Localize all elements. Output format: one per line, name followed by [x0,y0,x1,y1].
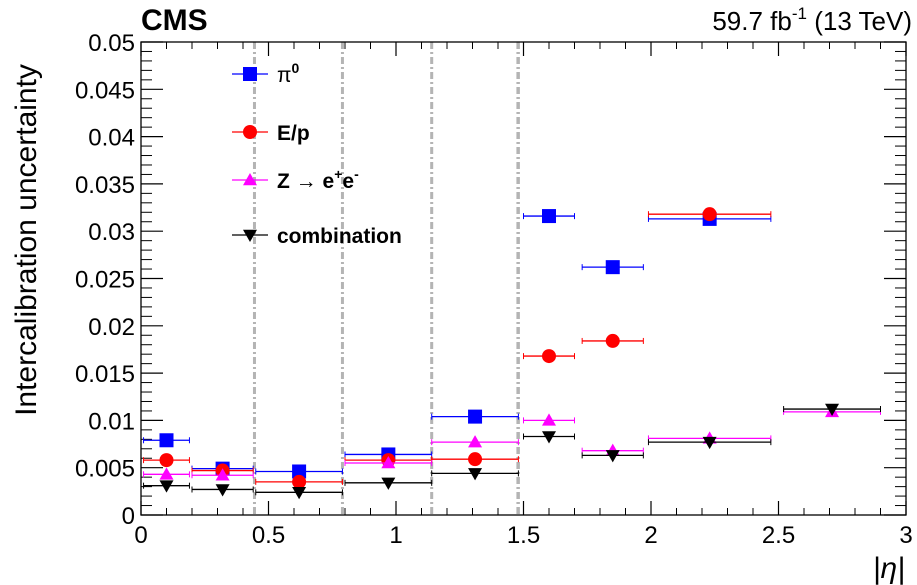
y-tick-label: 0.05 [88,30,135,57]
legend-marker [243,173,257,186]
x-axis-title: |η| [873,552,905,585]
data-point [542,209,556,224]
y-tick-label: 0.005 [75,456,135,483]
data-point [605,450,620,463]
legend-marker [243,229,257,242]
data-point [605,260,620,275]
luminosity-label: 59.7 fb-1 (13 TeV) [712,4,912,36]
x-tick-label: 0 [134,522,147,549]
data-point [702,436,717,450]
y-tick-label: 0.035 [75,172,135,199]
x-tick-label: 0.5 [252,522,285,549]
data-point [159,453,174,468]
legend-marker [243,125,257,139]
y-tick-label: 0.045 [75,77,135,104]
data-point [159,467,174,480]
y-tick-label: 0.02 [88,314,135,341]
y-tick-label: 0.015 [75,361,135,388]
series-circle [143,207,772,489]
data-point [381,455,396,469]
legend-label: Z → e+e- [277,166,359,193]
y-axis-title: Intercalibration uncertainty [10,64,43,416]
x-tick-label: 1.5 [507,522,540,549]
data-point [542,349,556,364]
data-point [468,435,483,448]
y-tick-labels: 0 0.005 0.01 0.015 0.02 0.025 0.03 0.035 0.04 0.0… [75,30,135,530]
data-point [468,468,483,481]
eta-divider-lines [252,42,520,515]
data-point [159,480,174,493]
data-point [292,464,307,479]
data-point [702,207,717,222]
data-point [292,474,307,489]
y-tick-label: 0.025 [75,267,135,294]
x-tick-label: 3 [899,522,912,549]
y-tick-label: 0.01 [88,408,135,435]
data-series [143,207,881,500]
legend-marker [243,67,257,81]
data-point [215,484,230,497]
data-point [292,487,307,500]
x-tick-label: 1 [389,522,402,549]
data-point [215,468,230,481]
x-tick-labels: 0 0.5 1 1.5 2 2.5 3 [134,522,912,549]
x-tick-label: 2 [644,522,657,549]
data-point [825,403,840,417]
data-point [468,452,483,467]
data-point [381,477,396,490]
data-point [605,333,620,348]
axis-ticks [140,41,907,516]
series-triangle-down [143,403,881,500]
y-tick-label: 0 [122,503,135,530]
legend-label: combination [277,225,402,248]
y-tick-label: 0.03 [88,219,135,246]
y-tick-label: 0.04 [88,125,135,152]
legend-label: π0 [277,60,300,87]
data-point [542,413,556,426]
legend-label: E/p [277,122,310,145]
data-point [468,409,483,424]
data-point [159,433,174,448]
data-point [542,431,556,444]
legend: π0 E/p Z → e+e-combination [232,60,402,248]
experiment-label: CMS [141,4,208,37]
x-tick-label: 2.5 [762,522,795,549]
plot-frame [140,41,907,516]
